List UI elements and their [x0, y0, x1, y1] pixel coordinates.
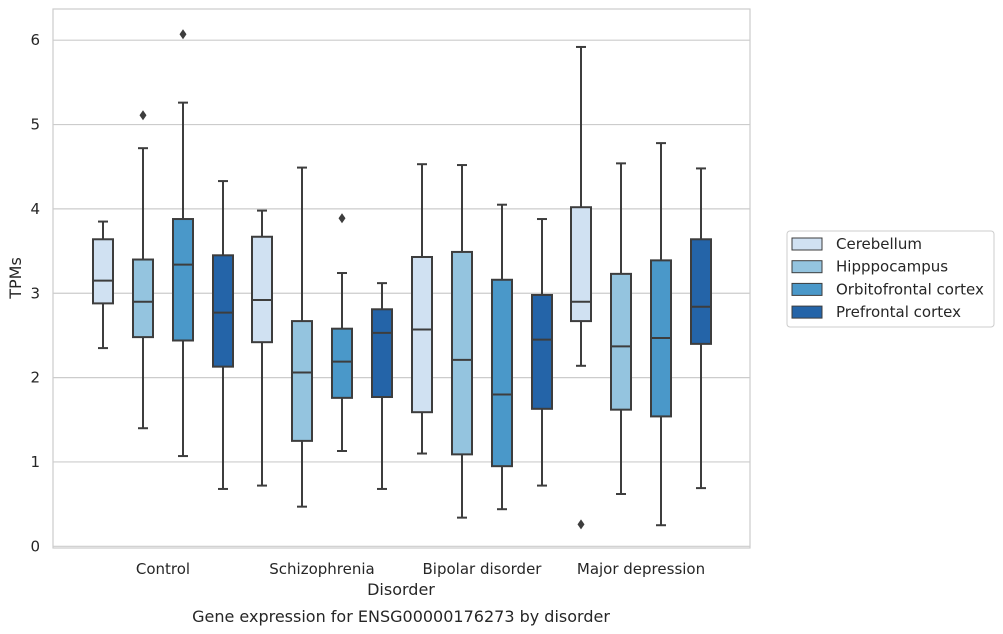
y-tick-label: 5 — [30, 116, 40, 134]
box-0-2 — [172, 29, 194, 458]
box-2-1 — [451, 164, 473, 519]
box-0-0 — [92, 220, 114, 350]
box-iqr — [371, 308, 393, 399]
legend-swatch — [791, 282, 823, 296]
box-2-3 — [531, 218, 553, 487]
box-3-2 — [650, 142, 672, 527]
outlier-point — [577, 519, 585, 530]
box-0-3 — [212, 180, 234, 490]
box-iqr — [251, 235, 273, 344]
y-axis-title: TPMs — [6, 257, 25, 300]
legend-swatch — [791, 305, 823, 319]
y-tick-labels: 0 1 2 3 4 5 6 — [30, 31, 40, 555]
boxes-layer — [92, 29, 712, 530]
plot-area — [52, 8, 751, 549]
box-1-3 — [371, 282, 393, 490]
legend-label: Orbitofrontal cortex — [836, 280, 984, 298]
x-tick-label: Major depression — [577, 560, 705, 578]
outlier-point — [139, 110, 147, 121]
box-iqr — [570, 206, 592, 323]
box-iqr — [411, 255, 433, 414]
y-tick-label: 1 — [30, 453, 40, 471]
x-tick-label: Bipolar disorder — [423, 560, 543, 578]
box-iqr — [291, 320, 313, 442]
box-iqr — [610, 272, 632, 411]
chart-caption: Gene expression for ENSG00000176273 by d… — [192, 607, 610, 626]
y-tick-label: 3 — [30, 284, 40, 302]
box-3-0 — [570, 45, 592, 530]
x-tick-labels: Control Schizophrenia Bipolar disorder Majo… — [136, 560, 705, 578]
legend: Cerebellum Hipppocampus Orbitofrontal cort… — [786, 230, 995, 328]
box-1-1 — [291, 166, 313, 508]
grid-lines — [53, 39, 750, 547]
y-tick-label: 2 — [30, 369, 40, 387]
y-tick-label: 6 — [30, 31, 40, 49]
box-iqr — [132, 258, 154, 339]
box-0-1 — [132, 110, 154, 430]
box-iqr — [531, 293, 553, 410]
x-tick-label: Schizophrenia — [269, 560, 374, 578]
legend-swatch — [791, 260, 823, 274]
y-tick-label: 0 — [30, 537, 40, 555]
box-iqr — [331, 327, 353, 399]
legend-label: Prefrontal cortex — [836, 303, 961, 321]
outlier-point — [338, 213, 346, 224]
y-tick-label: 4 — [30, 200, 40, 218]
box-iqr — [212, 254, 234, 368]
box-1-0 — [251, 209, 273, 487]
box-iqr — [92, 238, 114, 305]
outlier-point — [179, 29, 187, 40]
legend-label: Hipppocampus — [836, 258, 948, 276]
box-iqr — [491, 278, 513, 468]
x-tick-label: Control — [136, 560, 190, 578]
box-3-3 — [690, 167, 712, 490]
box-3-1 — [610, 162, 632, 496]
box-iqr — [690, 238, 712, 345]
box-1-2 — [331, 213, 353, 452]
box-2-2 — [491, 203, 513, 511]
legend-label: Cerebellum — [836, 235, 922, 253]
box-iqr — [172, 218, 194, 342]
box-iqr — [451, 250, 473, 456]
legend-frame — [786, 230, 995, 328]
x-axis-title: Disorder — [367, 580, 435, 599]
legend-swatch — [791, 237, 823, 251]
box-2-0 — [411, 163, 433, 455]
